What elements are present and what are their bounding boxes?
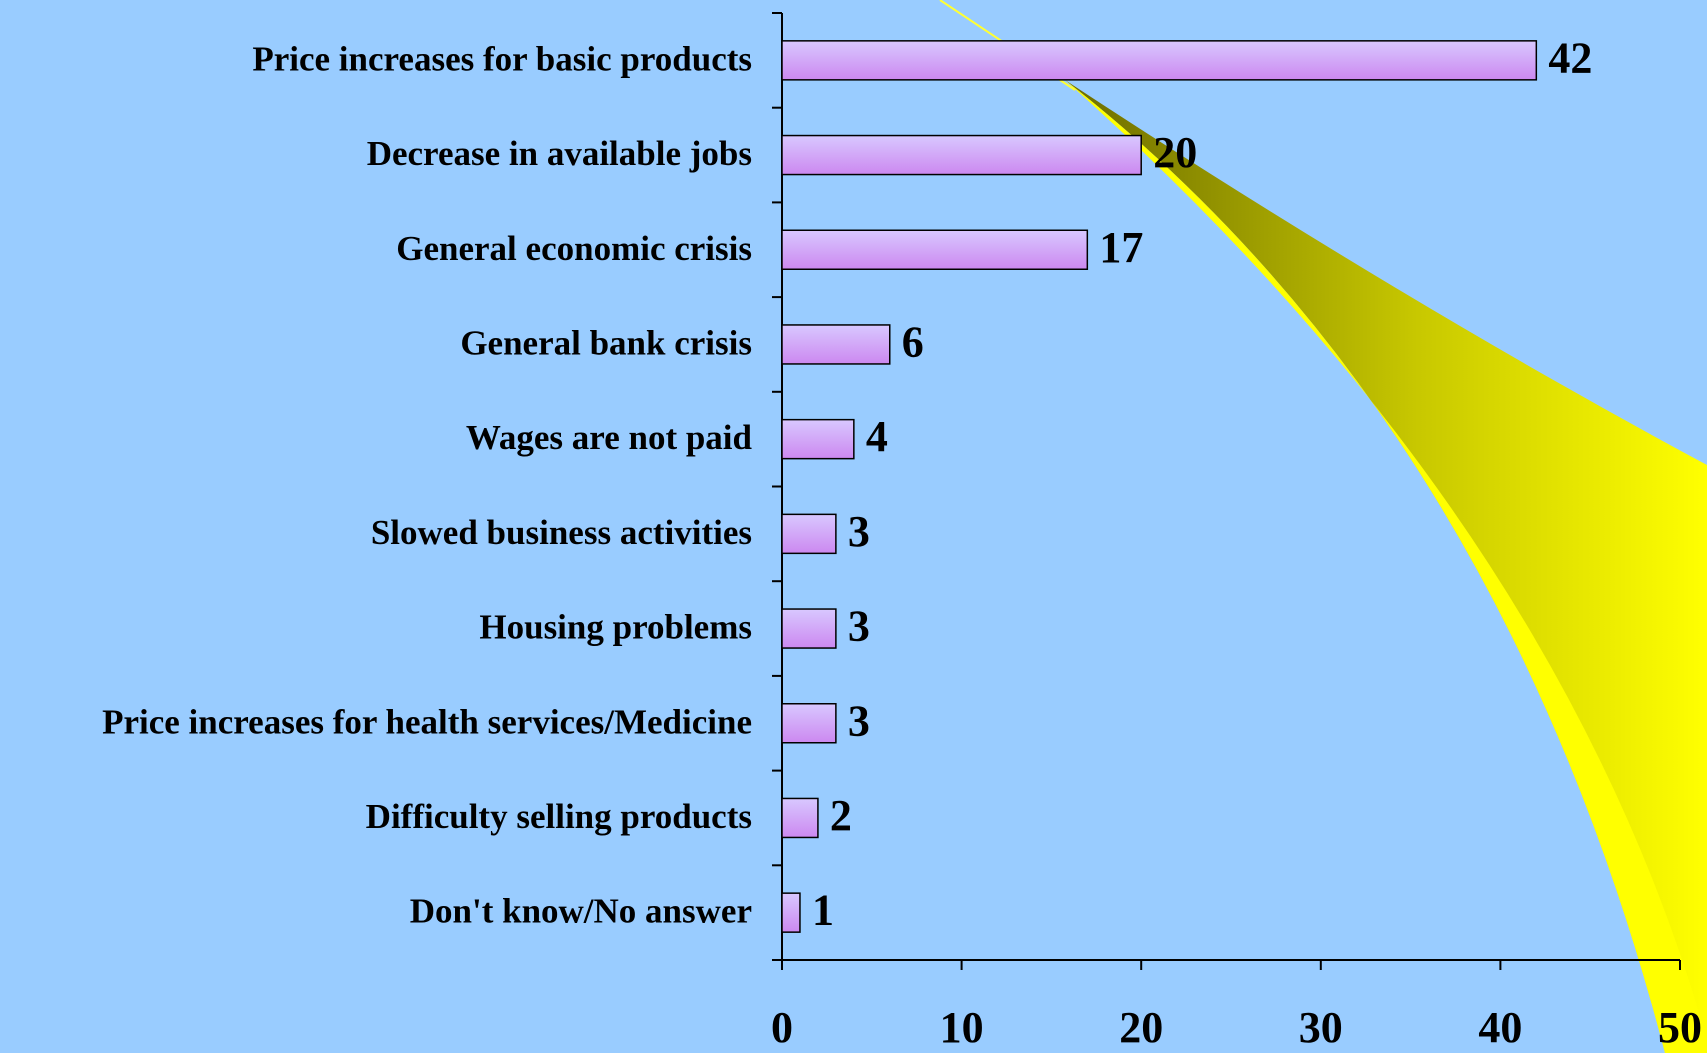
x-tick-label: 50 — [1658, 1003, 1702, 1052]
x-tick-label: 0 — [771, 1003, 793, 1052]
value-label: 2 — [830, 791, 852, 840]
category-label: Slowed business activities — [371, 513, 752, 552]
value-label: 3 — [848, 602, 870, 651]
x-tick-label: 30 — [1299, 1003, 1343, 1052]
value-label: 42 — [1548, 33, 1592, 82]
bar — [781, 797, 819, 839]
value-label: 1 — [812, 886, 834, 935]
category-label: Wages are not paid — [466, 418, 753, 457]
value-label: 4 — [866, 412, 888, 461]
category-label: Price increases for basic products — [252, 39, 752, 78]
bar — [781, 40, 1538, 81]
category-label: General economic crisis — [396, 229, 752, 268]
category-label: Price increases for health services/Medi… — [102, 702, 752, 741]
bar — [781, 892, 801, 933]
bar — [781, 608, 837, 649]
plot: 0 10 20 30 40 50 Price increases for basic pro… — [102, 12, 1702, 1052]
x-tick-label: 20 — [1119, 1003, 1163, 1052]
x-tick-label: 10 — [940, 1003, 984, 1052]
value-label: 3 — [848, 696, 870, 745]
bar — [781, 134, 1142, 176]
value-label: 6 — [902, 318, 924, 367]
category-label: Housing problems — [479, 608, 752, 647]
x-tick-label: 40 — [1478, 1003, 1522, 1052]
value-label: 17 — [1099, 223, 1143, 272]
category-label: Difficulty selling products — [366, 797, 752, 836]
bar — [781, 229, 1089, 270]
category-label: General bank crisis — [460, 323, 752, 362]
bar — [781, 703, 837, 744]
value-label: 3 — [848, 507, 870, 556]
bar — [781, 418, 855, 460]
category-label: Decrease in available jobs — [367, 134, 752, 173]
decoration — [1065, 80, 1707, 1053]
bar — [781, 324, 891, 365]
value-label: 20 — [1153, 128, 1197, 177]
bar — [781, 513, 837, 555]
category-label: Don't know/No answer — [410, 892, 752, 931]
